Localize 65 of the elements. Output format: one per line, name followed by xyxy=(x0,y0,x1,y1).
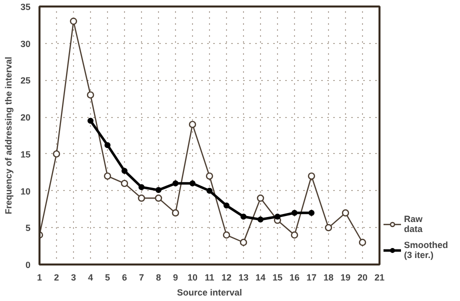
x-tick-label: 18 xyxy=(323,272,334,282)
point xyxy=(156,187,162,194)
point xyxy=(122,168,128,174)
point xyxy=(240,238,248,246)
x-axis-title: Source interval xyxy=(176,288,242,298)
x-tick-label: 10 xyxy=(187,272,198,282)
point xyxy=(222,231,230,239)
y-tick-label: 25 xyxy=(20,76,31,86)
point xyxy=(120,180,128,188)
x-tick-label: 9 xyxy=(172,272,178,282)
y-tick-label: 15 xyxy=(20,149,31,160)
point xyxy=(188,120,196,128)
point xyxy=(324,224,332,232)
legend-label: Raw data xyxy=(404,214,424,234)
point xyxy=(358,238,366,246)
point xyxy=(172,180,178,186)
y-tick-label: 10 xyxy=(20,186,31,196)
point xyxy=(172,209,180,216)
point xyxy=(138,184,144,190)
point xyxy=(206,172,214,180)
point xyxy=(154,194,162,202)
y-axis-title: Frequency of addressing the interval xyxy=(3,56,14,214)
point xyxy=(190,180,196,186)
x-tick-label: 2 xyxy=(54,272,60,282)
y-tick-label: 5 xyxy=(25,223,31,234)
x-tick-label: 4 xyxy=(88,272,94,282)
x-tick-label: 20 xyxy=(357,272,368,282)
y-tick-label: 35 xyxy=(20,2,31,12)
x-tick-label: 8 xyxy=(156,272,162,282)
point xyxy=(258,216,264,223)
point xyxy=(206,188,212,194)
point xyxy=(224,202,230,209)
x-tick-label: 12 xyxy=(221,272,232,282)
y-tick-label: 30 xyxy=(20,38,31,49)
x-tick-label: 16 xyxy=(289,272,300,282)
x-tick-label: 3 xyxy=(70,272,76,282)
point xyxy=(308,210,314,216)
y-tick-label: 20 xyxy=(20,112,31,123)
x-tick-label: 5 xyxy=(104,272,110,282)
x-tick-label: 6 xyxy=(122,272,128,282)
point xyxy=(292,210,298,216)
point xyxy=(88,118,94,124)
legend-label: Smoothed (3 iter.) xyxy=(404,240,448,260)
y-tick-label: 0 xyxy=(25,260,31,270)
x-tick-label: 19 xyxy=(340,272,351,282)
x-tick-label: 11 xyxy=(204,272,214,282)
point xyxy=(256,194,264,202)
point xyxy=(86,91,94,99)
point xyxy=(70,18,78,25)
point xyxy=(104,142,110,148)
x-tick-label: 21 xyxy=(374,272,385,282)
point xyxy=(240,214,246,220)
point xyxy=(52,150,60,158)
point xyxy=(290,231,298,239)
x-tick-label: 14 xyxy=(255,272,266,282)
point xyxy=(274,214,280,220)
point xyxy=(308,172,316,180)
point xyxy=(342,209,350,216)
x-tick-label: 7 xyxy=(138,272,144,282)
point xyxy=(138,194,146,202)
x-tick-label: 13 xyxy=(238,272,249,282)
x-tick-label: 17 xyxy=(306,272,317,282)
x-tick-label: 15 xyxy=(272,272,283,282)
x-tick-label: 1 xyxy=(36,272,42,282)
point xyxy=(104,172,112,180)
